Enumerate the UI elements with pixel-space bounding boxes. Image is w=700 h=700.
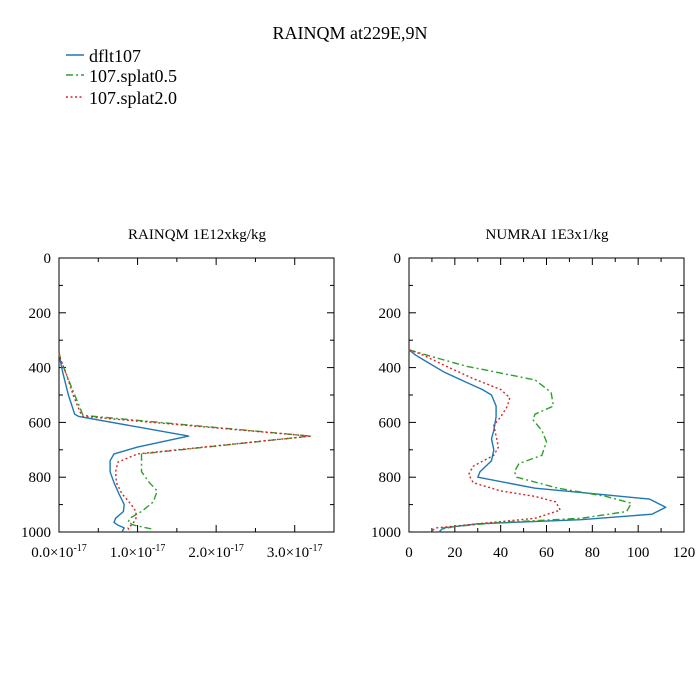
y-tick-label: 200 — [379, 306, 402, 322]
series-line-107.splat2.0 — [58, 352, 312, 533]
panel-rainqm: RAINQM 1E12xkg/kg 0 200 400 600 800 1000 0.0×1… — [21, 227, 335, 561]
x-tick-label: 100 — [627, 545, 650, 561]
x-tick-label: 40 — [493, 545, 508, 561]
legend-label-splat0.5: 107.splat0.5 — [89, 66, 177, 86]
panel-title-numrai: NUMRAI 1E3x1/kg — [486, 227, 609, 243]
series-line-107.splat0.5 — [58, 352, 312, 530]
x-tick-label: 3.0×10-17 — [267, 543, 323, 561]
axis-ticks-rainqm — [58, 257, 334, 533]
legend-entry-dflt107: dflt107 — [66, 46, 141, 66]
y-tick-label: 600 — [379, 415, 402, 431]
axis-ticks-numrai — [408, 257, 685, 533]
y-tick-label: 1000 — [21, 525, 51, 541]
series-line-107.splat0.5 — [408, 349, 632, 530]
x-tick-label: 120 — [673, 545, 696, 561]
legend-label-splat2.0: 107.splat2.0 — [89, 88, 177, 108]
y-tick-label: 600 — [29, 415, 52, 431]
y-tick-label: 400 — [379, 361, 402, 377]
legend-label-dflt107: dflt107 — [89, 46, 141, 66]
x-tick-label: 2.0×10-17 — [188, 543, 244, 561]
y-tick-label: 800 — [29, 470, 52, 486]
series-rainqm — [58, 352, 312, 533]
series-numrai — [408, 349, 667, 533]
tick-labels-rainqm: 0 200 400 600 800 1000 0.0×10-17 1.0×10-17 2.0×1… — [21, 251, 322, 561]
legend-entry-splat2.0: 107.splat2.0 — [66, 88, 177, 108]
y-tick-label: 400 — [29, 361, 52, 377]
legend-entry-splat0.5: 107.splat0.5 — [66, 66, 177, 86]
panel-title-rainqm: RAINQM 1E12xkg/kg — [128, 227, 266, 243]
legend: dflt107 107.splat0.5 107.splat2.0 — [66, 46, 177, 108]
x-tick-label: 60 — [539, 545, 554, 561]
y-tick-label: 1000 — [371, 525, 401, 541]
page-title: RAINQM at229E,9N — [273, 23, 428, 43]
series-line-dflt107 — [58, 352, 190, 533]
series-line-107.splat2.0 — [408, 349, 561, 533]
x-tick-label: 20 — [447, 545, 462, 561]
x-tick-label: 0.0×10-17 — [31, 543, 87, 561]
x-tick-label: 80 — [585, 545, 600, 561]
y-tick-label: 800 — [379, 470, 402, 486]
y-tick-label: 0 — [394, 251, 402, 267]
y-tick-label: 0 — [44, 251, 52, 267]
x-tick-label: 1.0×10-17 — [110, 543, 166, 561]
y-tick-label: 200 — [29, 306, 52, 322]
x-tick-label: 0 — [405, 545, 413, 561]
